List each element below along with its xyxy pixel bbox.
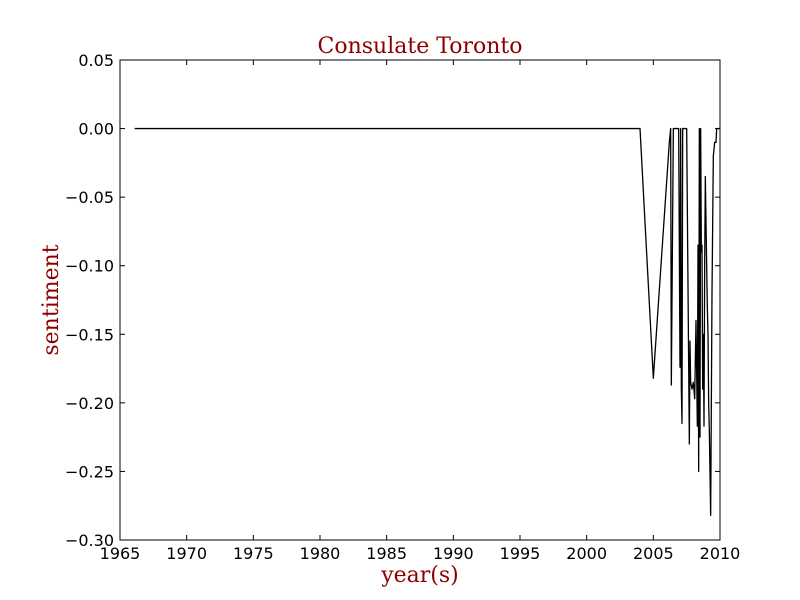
x-tick-label: 1990 (433, 544, 474, 563)
x-tick-label: 2010 (700, 544, 741, 563)
y-axis-title: sentiment (39, 244, 64, 355)
y-tick-label: −0.05 (65, 188, 114, 207)
y-tick-label: 0.00 (78, 120, 114, 139)
data-layer (134, 127, 720, 516)
x-tick-label: 1980 (300, 544, 341, 563)
y-tick-label: −0.20 (65, 394, 114, 413)
series-line (134, 127, 720, 516)
plot-area: 1965 1970 1975 1980 1985 1990 1995 2000 2005 2010… (65, 51, 740, 563)
x-axis-title: year(s) (380, 563, 459, 588)
y-tick-label: −0.30 (65, 531, 114, 550)
y-axis-ticks: 0.05 0.00 −0.05 −0.10 −0.15 −0.20 −0.25 −0.30 (65, 51, 720, 550)
x-tick-label: 1975 (233, 544, 274, 563)
plot-frame (119, 59, 721, 541)
chart-title: Consulate Toronto (318, 34, 523, 59)
x-tick-label: 1995 (500, 544, 541, 563)
x-tick-label: 1985 (366, 544, 407, 563)
y-tick-label: −0.10 (65, 257, 114, 276)
x-tick-label: 2000 (566, 544, 607, 563)
x-tick-label: 1970 (166, 544, 207, 563)
y-tick-label: −0.15 (65, 325, 114, 344)
x-tick-label: 2005 (633, 544, 674, 563)
y-tick-label: −0.25 (65, 462, 114, 481)
x-axis-ticks: 1965 1970 1975 1980 1985 1990 1995 2000 2005 2010 (100, 60, 741, 563)
x-tick-label: 1965 (100, 544, 141, 563)
y-tick-label: 0.05 (78, 51, 114, 70)
